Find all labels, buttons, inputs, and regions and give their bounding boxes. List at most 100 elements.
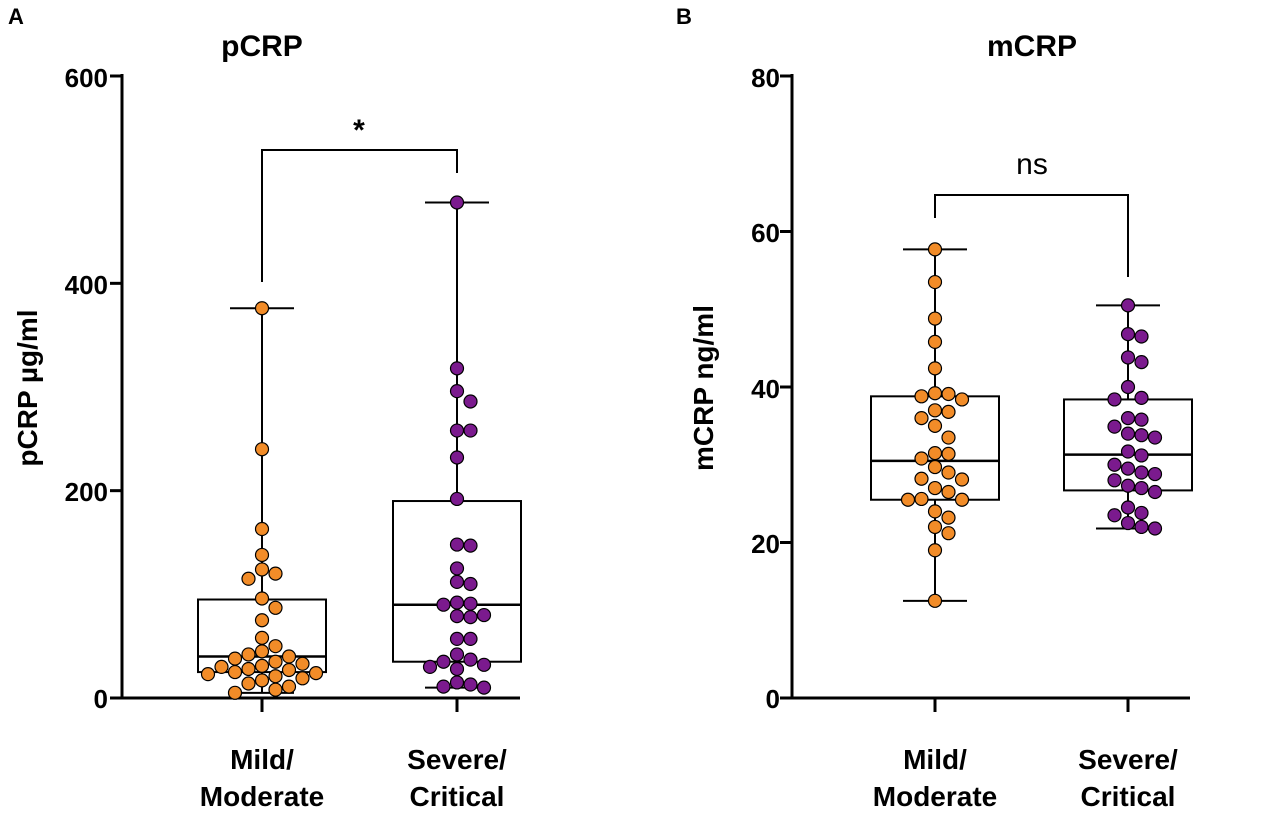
panel-a-significance-label: * [353,114,365,147]
panel-b-severe-data-point [1147,521,1163,536]
panel-a-mild-data-point [254,644,270,659]
panel-b-mild-data-point [954,492,970,507]
panel-a-mild-data-point [268,654,283,669]
panel-a-severe-data-point [449,195,465,210]
panel-a-mild-data-point [241,571,256,586]
panel-b-mild-data-point [927,459,943,475]
panel-a-mild-data-point [268,639,283,654]
panel-b-severe-data-point [1107,457,1122,472]
panel-b-severe-data-point [1134,448,1149,463]
panel-b-title: mCRP [987,30,1077,63]
panel-a-mild-data-point [295,656,310,671]
panel-b-mild-data-point [927,543,943,558]
panel-a-severe-data-point [449,491,465,507]
panel-b-severe-data-point [1134,480,1149,496]
panel-a-mild-data-point [254,613,270,628]
panel-a-mild-data-point [214,659,229,675]
panel-b-mild-data-point [914,451,929,466]
panel-a-severe-data-point [449,537,465,552]
panel-a-y-tick-label: 400 [65,270,108,300]
panel-a-significance-bracket [261,149,458,282]
panel-a-x-tick-label: Mild/Moderate [200,744,324,812]
panel-b-x-tick-label: Mild/Moderate [873,744,997,812]
chart-marks: Mild/Moderate Severe/Critical Mild/Moderat… [110,74,1193,812]
panel-a-severe-data-point [463,576,478,592]
panel-b-significance-bracket [934,194,1129,277]
panel-a-severe-data-point [449,561,465,576]
panel-b-mild-data-point [941,484,956,500]
panel-a-severe-data-point [449,361,465,376]
panel-a-x-tick-label-line: Moderate [200,781,324,812]
panel-a-mild-data-point [268,669,283,684]
panel-a-title: pCRP [221,30,303,63]
panel-b-y-tick-label: 60 [751,218,780,248]
panel-a-mild-data-point [241,676,256,691]
panel-a: A pCRP pCRP µg/ml 0 200 400 600 * [8,4,365,714]
panel-b-mild-data-point [914,471,929,486]
panel-a-x-tick-label-line: Critical [410,781,505,812]
panel-a-mild-data-point [254,547,270,563]
panel-b-severe-data-point [1107,419,1122,434]
panel-a-mild-data-point [254,658,270,673]
panel-b-severe-data-point [1120,298,1136,313]
panel-a-severe-data-point [436,679,451,694]
panel-a-x-tick-label: Severe/Critical [407,744,507,812]
panel-b-y-tick-label: 40 [751,374,780,404]
panel-a-mild-data-point [227,664,243,680]
panel-b-x-tick-label-line: Moderate [873,781,997,812]
panel-a-mild-data-point [281,662,297,678]
panel-a-severe-data-point [463,652,478,667]
panel-a-severe-data-point [463,677,478,692]
panel-b-mild-data-point [927,311,943,326]
panel-b-severe-data-point [1107,508,1122,523]
panel-b-mild-data-point [941,430,956,445]
panel-b-severe-data-point [1107,473,1122,488]
panel-b-severe-data-point [1134,390,1149,405]
panel-a-severe-data-point [449,609,465,624]
panel-a-mild-data-point [254,562,270,577]
panel-b-mild-data-point [927,334,943,350]
panel-b-mild-data-point [927,480,943,496]
panel-b-severe-data-point [1134,465,1149,480]
panel-b-significance-label: ns [1016,148,1048,181]
panel-a-severe-data-point [463,610,478,625]
panel-b-severe-data-point [1134,329,1149,344]
panel-b-severe-data-point [1120,379,1136,395]
panel-a-mild-data-point [295,671,310,686]
panel-a-mild-data-point [308,666,324,681]
panel-a-severe-data-point [449,661,465,677]
panel-a-x-tick-label-line: Severe/ [407,744,507,775]
panel-a-severe-data-point [463,394,478,409]
panel-b-mild-data-point [914,389,929,404]
panel-a-y-tick-label: 600 [65,63,108,93]
panel-a-y-tick-label: 200 [65,477,108,507]
panel-a-mild-data-point [254,630,270,645]
panel-a-mild-data-point [200,667,216,682]
panel-b-severe-data-point [1120,327,1136,342]
panel-b-severe-data-point [1147,466,1163,482]
panel-a-mild-data-point [241,661,256,677]
panel-a-severe-data-point [449,384,465,399]
panel-b-x-tick-label-line: Mild/ [903,744,967,775]
panel-a-mild-data-point [281,649,297,664]
panel-a-severe-data-point [449,574,465,589]
panel-b-severe-data-point [1147,430,1163,445]
panel-a-severe-data-point [449,675,465,690]
panel-b-mild-data-point [927,386,943,401]
panel-b-severe-data-point [1134,412,1149,427]
panel-a-letter: A [8,4,24,29]
panel-b-letter: B [676,4,692,29]
panel-b-mild-data-point [954,472,970,487]
panel-b-mild-data-point [927,361,943,376]
panel-a-severe-data-point [463,423,478,438]
panel-b-mild-data-point [941,510,956,525]
panel-a-mild-data-point [254,591,270,606]
panel-b-severe-data-point [1120,515,1136,531]
panel-b-x-tick-label-line: Severe/ [1078,744,1178,775]
panel-b-mild-data-point [900,492,916,507]
panel-b-severe-data-point [1120,444,1136,459]
panel-a-x-tick-label-line: Mild/ [230,744,294,775]
panel-b-y-tick-label: 20 [751,529,780,559]
panel-a-severe-data-point [449,647,465,662]
panel-b-severe-data-point [1134,428,1149,443]
